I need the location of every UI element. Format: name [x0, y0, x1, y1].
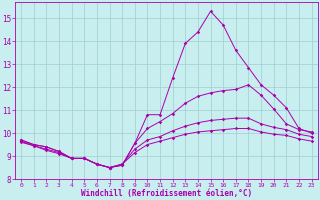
X-axis label: Windchill (Refroidissement éolien,°C): Windchill (Refroidissement éolien,°C)	[81, 189, 252, 198]
